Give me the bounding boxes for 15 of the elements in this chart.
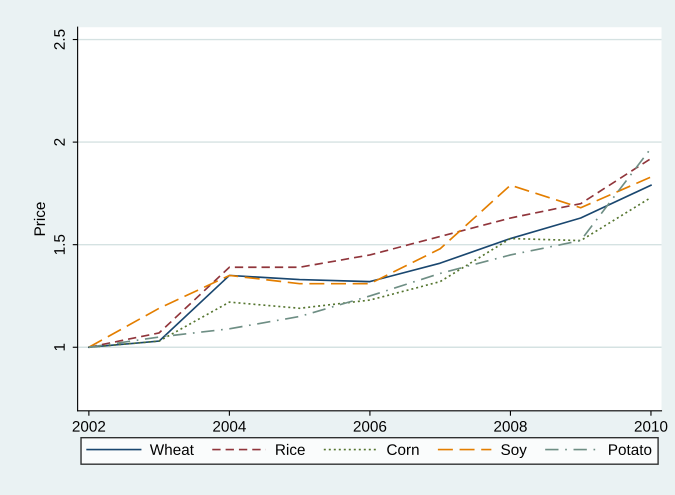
x-tick-label: 2004 [213, 420, 246, 432]
x-tick-label: 2002 [72, 420, 106, 432]
y-tick-label: 2.5 [54, 30, 65, 50]
legend-label: Wheat [150, 444, 194, 456]
y-tick-label: 1.5 [54, 234, 65, 254]
x-tick-label: 2008 [494, 420, 527, 432]
legend-label: Soy [501, 444, 527, 458]
y-axis-title: Price [34, 202, 46, 236]
legend-label: Potato [609, 444, 652, 456]
x-tick-label: 2010 [634, 420, 668, 432]
x-tick-label: 2006 [354, 420, 386, 432]
y-tick-label: 2 [54, 138, 65, 146]
legend-label: Rice [276, 444, 305, 456]
legend-label: Corn [387, 444, 419, 456]
y-tick-label: 1 [54, 344, 65, 350]
